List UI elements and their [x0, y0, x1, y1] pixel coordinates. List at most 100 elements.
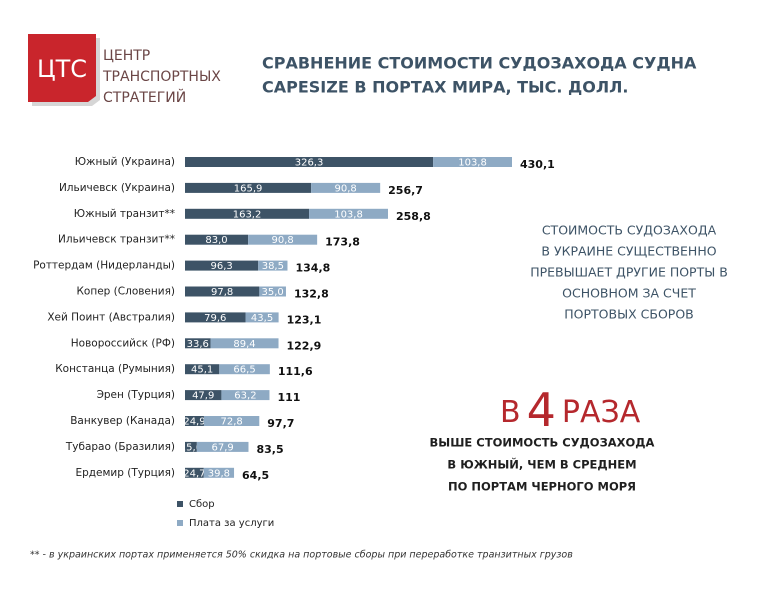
value-label: 24,9	[183, 417, 205, 428]
category-label: Эрен (Турция)	[97, 389, 175, 401]
value-label: 326,3	[295, 158, 324, 169]
bar-segment	[185, 157, 434, 167]
footnote: ** - в украинских портах применяется 50%…	[30, 550, 573, 561]
callout-line: ПРЕВЫШАЕТ ДРУГИЕ ПОРТЫ В	[530, 265, 728, 280]
bar-segment	[185, 208, 310, 219]
bar-segment	[185, 182, 312, 193]
logo-text: ТРАНСПОРТНЫХ	[102, 69, 221, 85]
highlight-line: В ЮЖНЫЙ, ЧЕМ В СРЕДНЕМ	[447, 457, 636, 472]
bar-segment	[309, 208, 388, 219]
category-label: Копер (Словения)	[76, 286, 175, 298]
highlight-suffix: РАЗА	[562, 395, 641, 430]
value-label: 103,8	[334, 209, 363, 220]
logo-mark: ЦТС	[37, 55, 87, 83]
value-label: 72,8	[220, 417, 242, 428]
total-label: 134,8	[295, 262, 330, 275]
legend-label: Сбор	[189, 499, 215, 510]
value-label: 38,5	[262, 261, 284, 272]
value-label: 43,5	[251, 313, 273, 324]
total-label: 97,7	[267, 417, 294, 430]
bar-segment	[219, 364, 270, 375]
bar-segment	[433, 157, 512, 167]
category-label: Ильичевск транзит**	[58, 234, 175, 246]
total-label: 258,8	[396, 210, 431, 223]
logo-box	[28, 34, 96, 102]
highlight-number: 4	[527, 383, 556, 437]
highlight-line: ПО ПОРТАМ ЧЕРНОГО МОРЯ	[448, 480, 636, 494]
value-label: 79,6	[204, 313, 226, 324]
value-label: 83,0	[205, 235, 227, 246]
bar-segment	[185, 364, 220, 375]
highlight-heading: В 4 РАЗА	[500, 383, 641, 437]
value-label: 90,8	[271, 235, 293, 246]
value-label: 63,2	[234, 391, 256, 402]
callout-line: СТОИМОСТЬ СУДОЗАХОДА	[542, 223, 717, 238]
bar-segment	[185, 234, 249, 245]
callout-line: ОСНОВНОМ ЗА СЧЕТ	[562, 286, 696, 301]
category-label: Ердемир (Турция)	[75, 467, 175, 479]
chart-title: CAPESIZE В ПОРТАХ МИРА, ТЫС. ДОЛЛ.	[262, 78, 629, 97]
logo-text: ЦЕНТР	[103, 48, 150, 64]
bar-segment	[185, 390, 222, 401]
category-label: Роттердам (Нидерланды)	[33, 260, 175, 272]
bar-segment	[248, 234, 318, 245]
legend-swatch	[177, 501, 183, 507]
callout-line: ПОРТОВЫХ СБОРОВ	[564, 307, 694, 322]
callout: СТОИМОСТЬ СУДОЗАХОДА В УКРАИНЕ СУЩЕСТВЕНН…	[530, 223, 728, 322]
bar-segment	[221, 390, 270, 401]
bar-segment	[203, 416, 260, 426]
total-label: 256,7	[388, 184, 423, 197]
bar-segment	[185, 441, 197, 452]
bar-segment	[196, 441, 249, 452]
bar-segment	[245, 312, 279, 323]
value-label: 67,9	[212, 442, 234, 453]
legend-label: Плата за услуги	[189, 518, 274, 529]
bar-segment	[203, 467, 235, 478]
value-label: 165,9	[234, 183, 263, 194]
highlight-line: ВЫШЕ СТОИМОСТЬ СУДОЗАХОДА	[430, 436, 655, 450]
highlight-lines: ВЫШЕ СТОИМОСТЬ СУДОЗАХОДА В ЮЖНЫЙ, ЧЕМ В …	[430, 436, 655, 494]
category-label: Новороссийск (РФ)	[71, 337, 175, 349]
value-label: 89,4	[233, 339, 255, 350]
chart-title: СРАВНЕНИЕ СТОИМОСТИ СУДОЗАХОДА СУДНА	[262, 54, 697, 73]
category-label: Хей Поинт (Австралия)	[47, 311, 175, 323]
value-label: 163,2	[233, 209, 262, 220]
highlight-prefix: В	[500, 395, 521, 430]
bar-segment	[185, 416, 204, 426]
total-label: 83,5	[256, 443, 283, 456]
total-label: 430,1	[520, 158, 555, 171]
value-label: 15,6	[180, 442, 202, 453]
bar-segment	[185, 286, 260, 297]
logo-text: СТРАТЕГИЙ	[103, 88, 186, 106]
category-label: Ильичевск (Украина)	[59, 182, 175, 194]
total-label: 132,8	[294, 288, 329, 301]
value-label: 90,8	[335, 183, 357, 194]
category-label: Южный (Украина)	[75, 156, 175, 168]
bar-segment	[185, 260, 259, 271]
value-label: 66,5	[233, 365, 255, 376]
legend-swatch	[177, 520, 183, 526]
bar-segment	[185, 312, 246, 323]
value-label: 45,1	[191, 365, 213, 376]
category-label: Тубарао (Бразилия)	[65, 441, 175, 453]
total-label: 173,8	[325, 236, 360, 249]
total-label: 111,6	[278, 365, 313, 378]
total-label: 64,5	[242, 469, 269, 482]
bar-segment	[259, 286, 286, 297]
value-label: 35,0	[262, 287, 284, 298]
value-label: 97,8	[211, 287, 233, 298]
total-label: 111	[277, 391, 300, 404]
value-label: 47,9	[192, 391, 214, 402]
bar-segment	[185, 338, 211, 349]
value-label: 24,7	[183, 468, 205, 479]
category-label: Ванкувер (Канада)	[70, 415, 175, 427]
value-label: 39,8	[208, 468, 230, 479]
bar-segment	[210, 338, 279, 349]
value-label: 103,8	[458, 158, 487, 169]
bar-segment	[185, 467, 204, 478]
category-label: Констанца (Румыния)	[55, 363, 175, 375]
value-label: 33,6	[187, 339, 209, 350]
category-label: Южный транзит**	[74, 208, 175, 220]
